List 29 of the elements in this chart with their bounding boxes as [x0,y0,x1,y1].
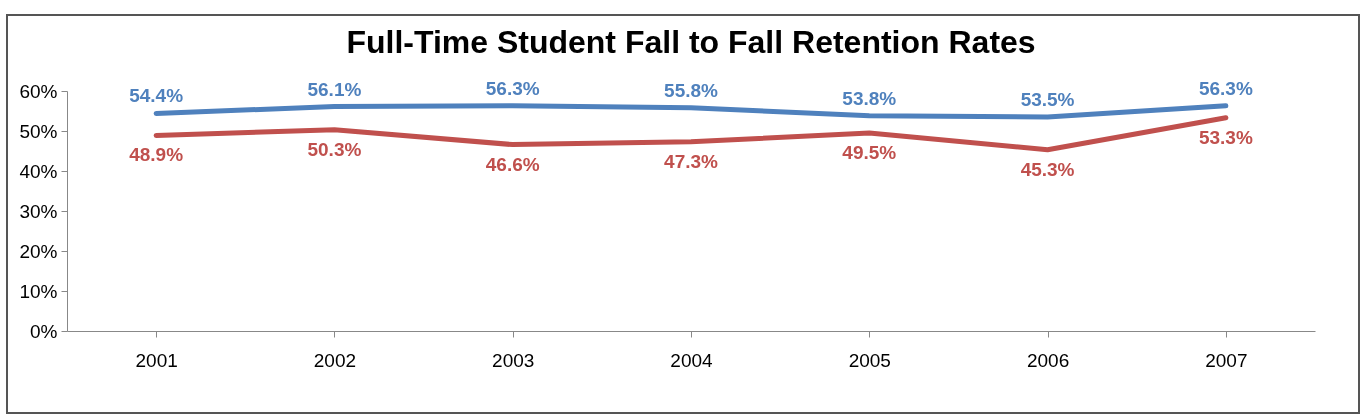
y-tick-label: 50% [19,120,58,142]
data-label: 56.3% [1198,77,1253,99]
y-tick-label: 20% [19,240,58,262]
data-label: 54.4% [129,85,184,107]
x-tick-label: 2001 [135,349,178,371]
x-tick-label: 2005 [848,349,891,371]
y-tick-label: 40% [19,160,58,182]
y-tick-label: 0% [30,320,58,342]
data-label: 56.1% [307,78,362,100]
data-label: 56.3% [485,77,540,99]
x-tick-label: 2006 [1026,349,1070,371]
x-tick-label: 2003 [492,349,535,371]
y-tick-label: 60% [19,80,58,102]
chart-title: Full-Time Student Fall to Fall Retention Rates [346,23,1036,60]
data-label: 53.8% [842,87,897,109]
y-tick-label: 10% [19,280,58,302]
data-label: 55.8% [664,79,719,101]
data-label: 46.6% [485,153,540,175]
y-tick-label: 30% [19,200,58,222]
data-label: 53.5% [1020,89,1075,110]
data-label: 53.3% [1198,126,1253,148]
x-tick-label: 2004 [670,349,714,371]
data-label: 49.5% [842,142,897,163]
data-label: 45.3% [1020,158,1075,180]
data-label: 50.3% [307,138,362,160]
x-tick-label: 2002 [313,349,357,371]
data-label: 47.3% [664,150,719,172]
x-tick-label: 2007 [1205,349,1248,371]
data-label: 48.9% [129,144,184,166]
